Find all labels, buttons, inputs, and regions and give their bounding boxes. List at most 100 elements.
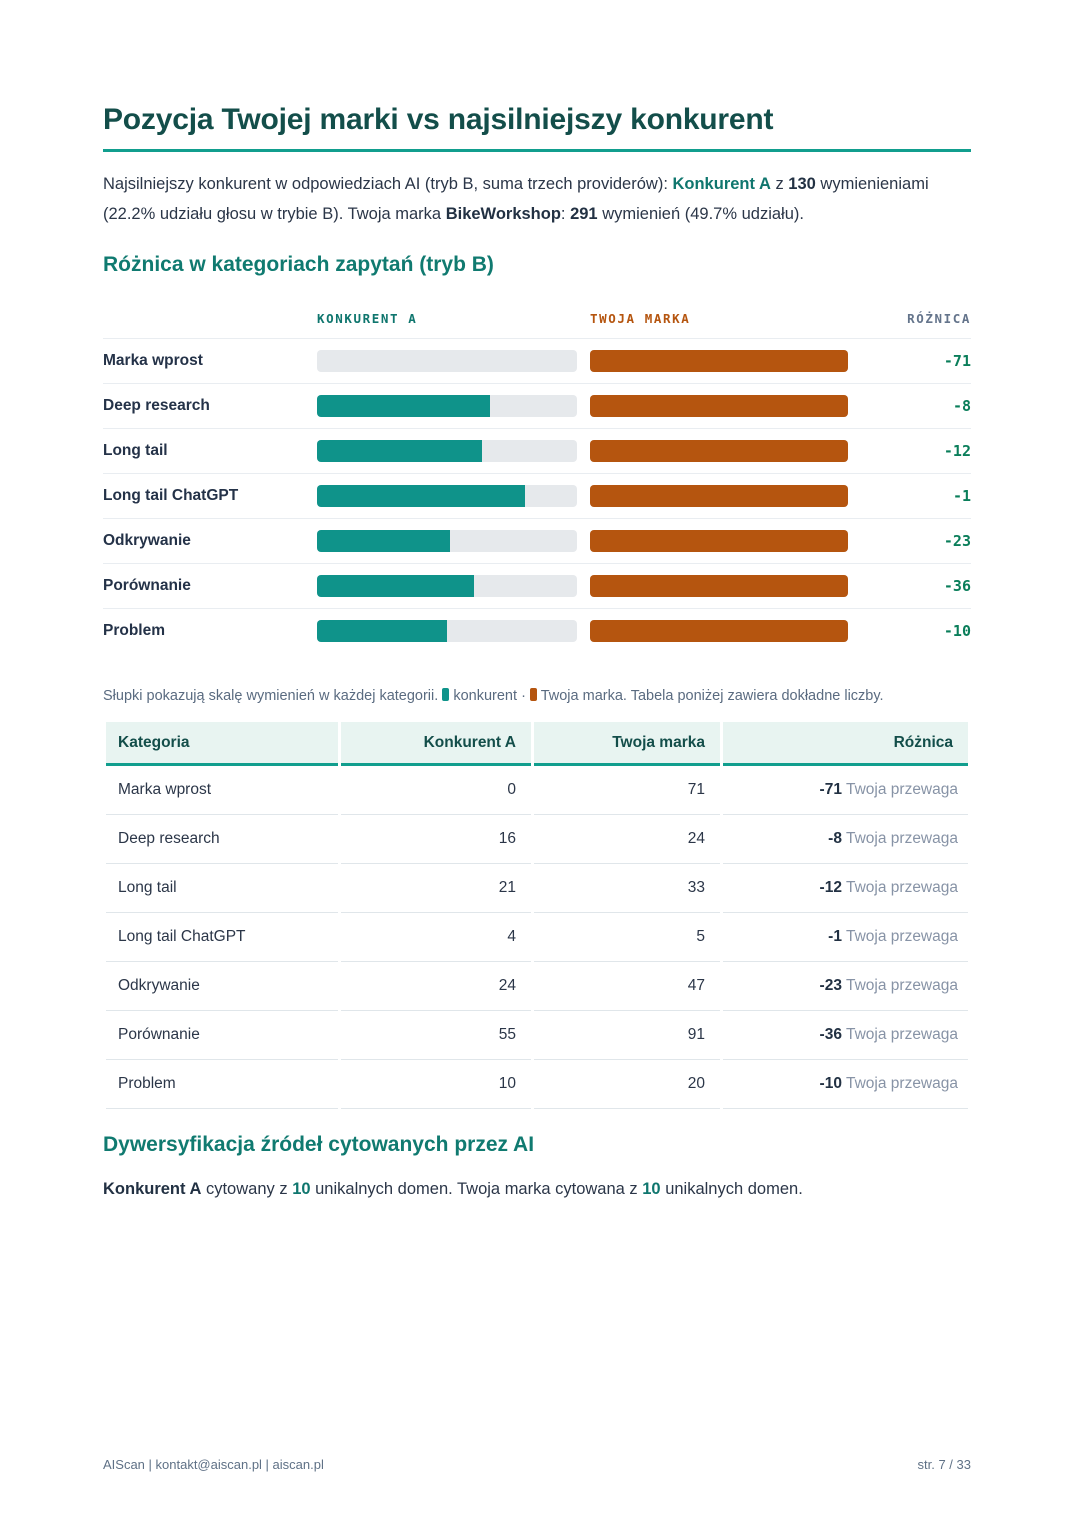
- competitor-bar-fill: [317, 530, 450, 552]
- table-row: Porównanie 55 91 -36 Twoja przewaga: [106, 1011, 968, 1060]
- brand-bar-fill: [590, 530, 848, 552]
- competitor-bar-fill: [317, 575, 475, 597]
- diff-value: -23: [943, 532, 971, 550]
- diff-note: Twoja przewaga: [845, 1075, 958, 1092]
- brand-bar-fill: [590, 440, 848, 462]
- brand-bar-fill: [590, 395, 848, 417]
- brand-bar: [590, 530, 848, 552]
- cell-brand-value: 47: [534, 962, 720, 1011]
- diff-value: -8: [952, 397, 971, 415]
- chart-rows: Marka wprost -71 Deep research -8 Long tail -…: [103, 338, 971, 653]
- cell-brand-value: 91: [534, 1011, 720, 1060]
- intro-paragraph: Najsilniejszy konkurent w odpowiedziach …: [103, 169, 971, 229]
- competitor-bar: [317, 350, 577, 372]
- diff-value: -10: [943, 622, 971, 640]
- category-label: Long tail ChatGPT: [103, 487, 239, 504]
- chart-row: Porównanie -36: [103, 563, 971, 608]
- chart-row: Deep research -8: [103, 383, 971, 428]
- competitor-name: Konkurent A: [672, 175, 771, 193]
- cell-diff: -8 Twoja przewaga: [723, 815, 968, 864]
- competitor-bar-fill: [317, 620, 447, 642]
- cell-category: Deep research: [106, 815, 338, 864]
- caption-text: Słupki pokazują skalę wymienień w każdej…: [103, 688, 439, 704]
- chart-header-brand: TWOJA MARKA: [590, 311, 691, 326]
- legend-competitor-label: konkurent: [453, 688, 518, 704]
- legend-brand-label: Twoja marka.: [540, 688, 627, 704]
- competitor-bar: [317, 440, 577, 462]
- cell-diff: -23 Twoja przewaga: [723, 962, 968, 1011]
- cell-category: Odkrywanie: [106, 962, 338, 1011]
- diff-note: Twoja przewaga: [845, 1026, 958, 1043]
- cell-category: Porównanie: [106, 1011, 338, 1060]
- cell-competitor-value: 21: [341, 864, 531, 913]
- diff-value: -36: [943, 577, 971, 595]
- category-label: Marka wprost: [103, 352, 203, 369]
- cell-category: Problem: [106, 1060, 338, 1109]
- competitor-bar: [317, 620, 577, 642]
- sources-text: unikalnych domen. Twoja marka cytowana z: [310, 1180, 643, 1198]
- competitor-bar: [317, 530, 577, 552]
- legend-separator: ·: [521, 688, 526, 704]
- competitor-bar: [317, 575, 577, 597]
- table-row: Long tail ChatGPT 4 5 -1 Twoja przewaga: [106, 913, 968, 962]
- category-label: Deep research: [103, 397, 210, 414]
- competitor-bar: [317, 485, 577, 507]
- sources-text: cytowany z: [201, 1180, 293, 1198]
- section-heading-sources: Dywersyfikacja źródeł cytowanych przez A…: [103, 1133, 535, 1156]
- table-row: Odkrywanie 24 47 -23 Twoja przewaga: [106, 962, 968, 1011]
- diff-note: Twoja przewaga: [845, 977, 958, 994]
- cell-diff: -1 Twoja przewaga: [723, 913, 968, 962]
- diff-number: -23: [819, 977, 842, 994]
- chart-row: Problem -10: [103, 608, 971, 653]
- footer-page-number: str. 7 / 33: [917, 1457, 971, 1472]
- diff-number: -1: [828, 928, 842, 945]
- diff-value: -12: [943, 442, 971, 460]
- table-header-competitor: Konkurent A: [341, 722, 531, 766]
- cell-brand-value: 5: [534, 913, 720, 962]
- table-header-category: Kategoria: [106, 722, 338, 766]
- cell-diff: -10 Twoja przewaga: [723, 1060, 968, 1109]
- competitor-bar-fill: [317, 485, 525, 507]
- cell-brand-value: 71: [534, 766, 720, 815]
- legend-brand-swatch: [529, 688, 537, 701]
- brand-bar: [590, 575, 848, 597]
- diff-number: -8: [828, 830, 842, 847]
- competitor-name: Konkurent A: [103, 1180, 202, 1198]
- category-label: Long tail: [103, 442, 168, 459]
- cell-competitor-value: 4: [341, 913, 531, 962]
- chart-row: Odkrywanie -23: [103, 518, 971, 563]
- cell-category: Long tail: [106, 864, 338, 913]
- cell-category: Long tail ChatGPT: [106, 913, 338, 962]
- category-label: Porównanie: [103, 577, 191, 594]
- competitor-bar-fill: [317, 440, 483, 462]
- table-header: Kategoria Konkurent A Twoja marka Różnic…: [106, 722, 968, 766]
- footer-contact: AIScan | kontakt@aiscan.pl | aiscan.pl: [103, 1457, 324, 1472]
- brand-bar: [590, 440, 848, 462]
- cell-competitor-value: 10: [341, 1060, 531, 1109]
- table-row: Marka wprost 0 71 -71 Twoja przewaga: [106, 766, 968, 815]
- competitor-bar: [317, 395, 577, 417]
- diff-value: -1: [952, 487, 971, 505]
- cell-competitor-value: 16: [341, 815, 531, 864]
- category-label: Problem: [103, 622, 166, 639]
- competitor-bar-fill: [317, 395, 491, 417]
- table-header-diff: Różnica: [723, 722, 968, 766]
- category-diff-chart: KONKURENT A TWOJA MARKA RÓŻNICA Marka wp…: [103, 297, 971, 653]
- intro-text: z: [770, 175, 789, 193]
- brand-bar: [590, 350, 848, 372]
- sources-text: unikalnych domen.: [660, 1180, 803, 1198]
- brand-domains-count: 10: [642, 1180, 661, 1198]
- cell-competitor-value: 55: [341, 1011, 531, 1060]
- chart-caption: Słupki pokazują skalę wymienień w każdej…: [103, 681, 971, 712]
- diff-number: -71: [819, 781, 842, 798]
- cell-competitor-value: 0: [341, 766, 531, 815]
- diff-number: -36: [819, 1026, 842, 1043]
- diff-value: -71: [943, 352, 971, 370]
- title-underline: [103, 149, 971, 152]
- intro-text: wymienień (49.7% udziału).: [597, 205, 804, 223]
- brand-bar: [590, 395, 848, 417]
- diff-note: Twoja przewaga: [845, 879, 958, 896]
- diff-number: -12: [819, 879, 842, 896]
- sources-paragraph: Konkurent A cytowany z 10 unikalnych dom…: [103, 1174, 971, 1204]
- cell-competitor-value: 24: [341, 962, 531, 1011]
